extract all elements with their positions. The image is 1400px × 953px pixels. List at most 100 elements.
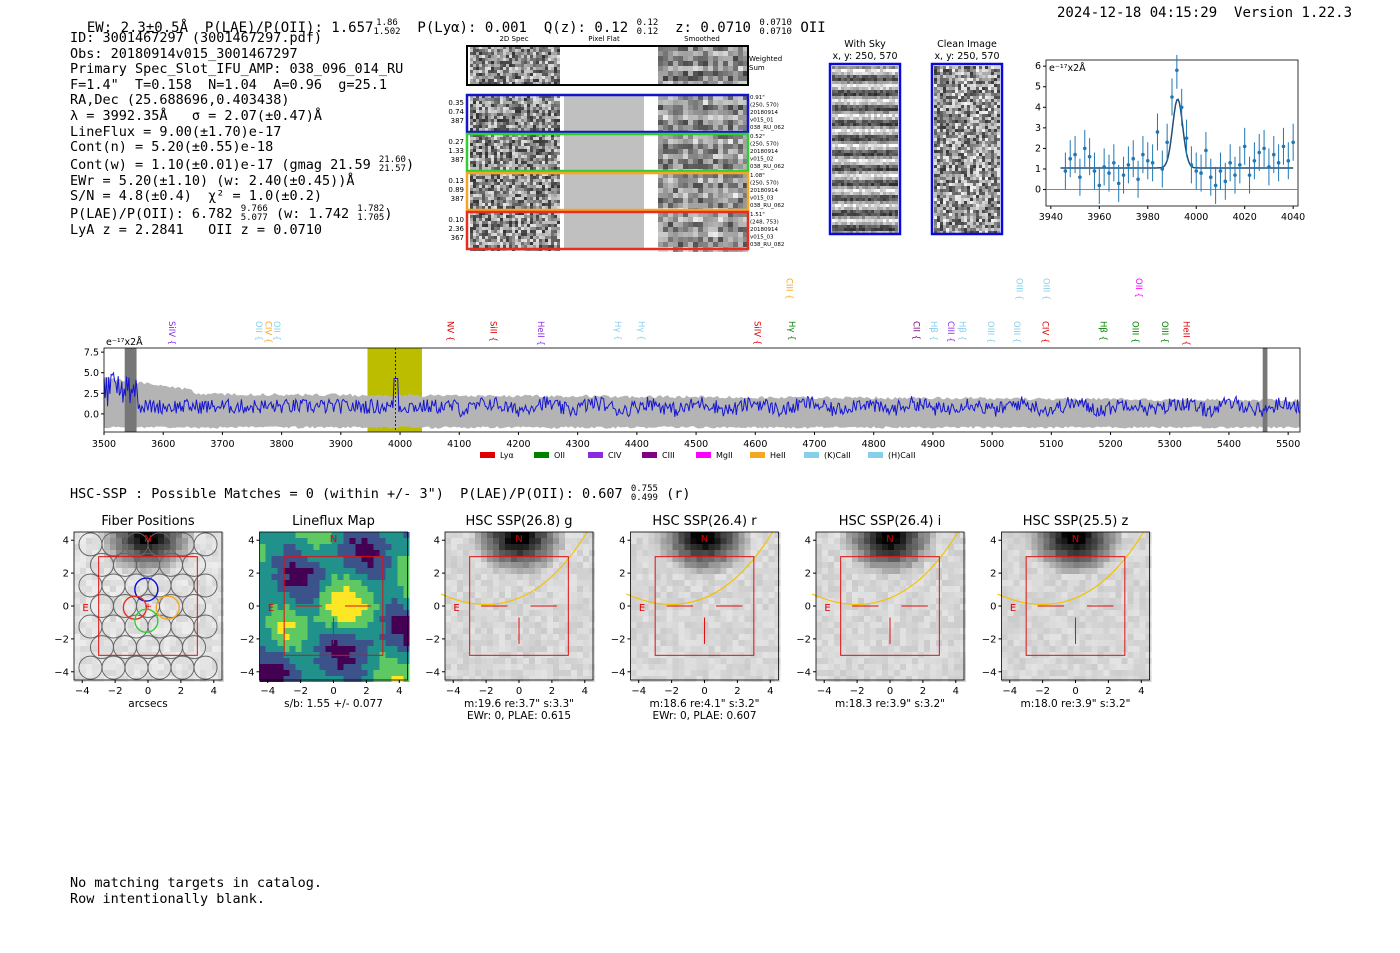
stamp-pixel	[188, 532, 194, 538]
stamp-pixel	[834, 544, 840, 550]
stamp-pixel	[259, 532, 266, 538]
stamp-pixel	[122, 670, 128, 676]
stamp-pixel	[283, 538, 290, 544]
stamp-pixel	[259, 652, 266, 658]
stamp-pixel	[1055, 670, 1062, 676]
stamp-pixel	[158, 628, 164, 634]
stamp-pixel	[337, 634, 344, 640]
stamp-pixel	[666, 664, 673, 670]
stamp-pixel	[690, 646, 697, 652]
stamp-pixel	[463, 676, 469, 682]
stamp-pixel	[283, 610, 290, 616]
stamp-pixel	[1103, 628, 1110, 634]
stamp-pixel	[768, 586, 775, 592]
stamp-pixel	[517, 598, 523, 604]
stamp-pixel	[858, 610, 864, 616]
stamp-pixel	[535, 664, 541, 670]
stamp-pixel	[391, 604, 398, 610]
stamp-pixel	[128, 556, 134, 562]
stamp-pixel	[672, 562, 679, 568]
stamp-pixel	[367, 598, 374, 604]
stamp-pixel	[176, 622, 182, 628]
stamp-pixel	[870, 544, 876, 550]
stamp-pixel	[924, 598, 930, 604]
stamp-pixel	[828, 664, 834, 670]
stamp-pixel	[110, 538, 116, 544]
stamp-pixel	[271, 616, 278, 622]
stamp-pixel	[463, 658, 469, 664]
stamp-pixel	[942, 574, 948, 580]
stamp-pixel	[541, 616, 547, 622]
stamp-pixel	[170, 544, 176, 550]
stamp-pixel	[128, 628, 134, 634]
cutout-row-meta: (250, 570)	[750, 142, 779, 148]
stamp-pixel	[948, 634, 954, 640]
stamp-pixel	[900, 670, 906, 676]
stamp-pixel	[152, 592, 158, 598]
stamp-pixel	[571, 604, 577, 610]
aperture-box	[283, 556, 384, 656]
stamp-pixel	[1121, 544, 1128, 550]
stamp-pixel	[720, 640, 727, 646]
stamp-pixel	[463, 550, 469, 556]
stamp-pixel	[80, 604, 86, 610]
stamp-pixel	[158, 532, 164, 538]
stamp-pixel	[864, 538, 870, 544]
stamp-pixel	[547, 574, 553, 580]
stamp-pixel	[942, 580, 948, 586]
stamp-pixel	[1103, 658, 1110, 664]
stamp-pixel	[349, 676, 356, 682]
cutout-row-meta: v015_03	[750, 196, 774, 202]
stamp-pixel	[343, 676, 350, 682]
stamp-pixel	[206, 616, 212, 622]
stamp-pixel	[630, 550, 637, 556]
zoom-data-point	[1121, 173, 1126, 177]
stamp-y-tick-label: 0	[990, 602, 996, 613]
stamp-pixel	[822, 580, 828, 586]
stamp-pixel	[678, 532, 685, 538]
stamp-pixel	[511, 670, 517, 676]
stamp-pixel	[684, 568, 691, 574]
stamp-pixel	[391, 658, 398, 664]
stamp-pixel	[1037, 646, 1044, 652]
stamp-pixel	[511, 634, 517, 640]
stamp-pixel	[559, 670, 565, 676]
stamp-pixel	[265, 580, 272, 586]
stamp-pixel	[128, 532, 134, 538]
stamp-pixel	[660, 544, 667, 550]
stamp-pixel	[481, 592, 487, 598]
catalog-note: No matching targets in catalog. Row inten…	[70, 875, 322, 907]
stamp-pixel	[337, 598, 344, 604]
stamp-pixel	[325, 616, 332, 622]
stamp-pixel	[385, 580, 392, 586]
stamp-pixel	[457, 628, 463, 634]
stamp-pixel	[762, 640, 769, 646]
stamp-pixel	[505, 622, 511, 628]
stamp-pixel	[265, 592, 272, 598]
stamp-pixel	[259, 628, 266, 634]
stamp-y-tick-label: −4	[425, 667, 440, 678]
stamp-pixel	[104, 670, 110, 676]
stamp-pixel	[1145, 634, 1152, 640]
stamp-pixel	[283, 634, 290, 640]
stamp-pixel	[565, 664, 571, 670]
stamp-pixel	[1019, 604, 1026, 610]
stamp-pixel	[1055, 664, 1062, 670]
stamp-pixel	[517, 532, 523, 538]
stamp-pixel	[283, 598, 290, 604]
stamp-pixel	[1127, 532, 1134, 538]
stamp-pixel	[1037, 556, 1044, 562]
stamp-pixel	[1073, 544, 1080, 550]
stamp-x-tick-label: −2	[850, 686, 865, 697]
stamp-pixel	[882, 586, 888, 592]
stamp-pixel	[876, 634, 882, 640]
stamp-pixel	[648, 616, 655, 622]
stamp-pixel	[762, 532, 769, 538]
stamp-pixel	[744, 640, 751, 646]
stamp-pixel	[876, 586, 882, 592]
stamp-pixel	[158, 574, 164, 580]
stamp-pixel	[481, 556, 487, 562]
stamp-pixel	[301, 538, 308, 544]
stamp-pixel	[1001, 658, 1008, 664]
stamp-pixel	[1085, 538, 1092, 544]
